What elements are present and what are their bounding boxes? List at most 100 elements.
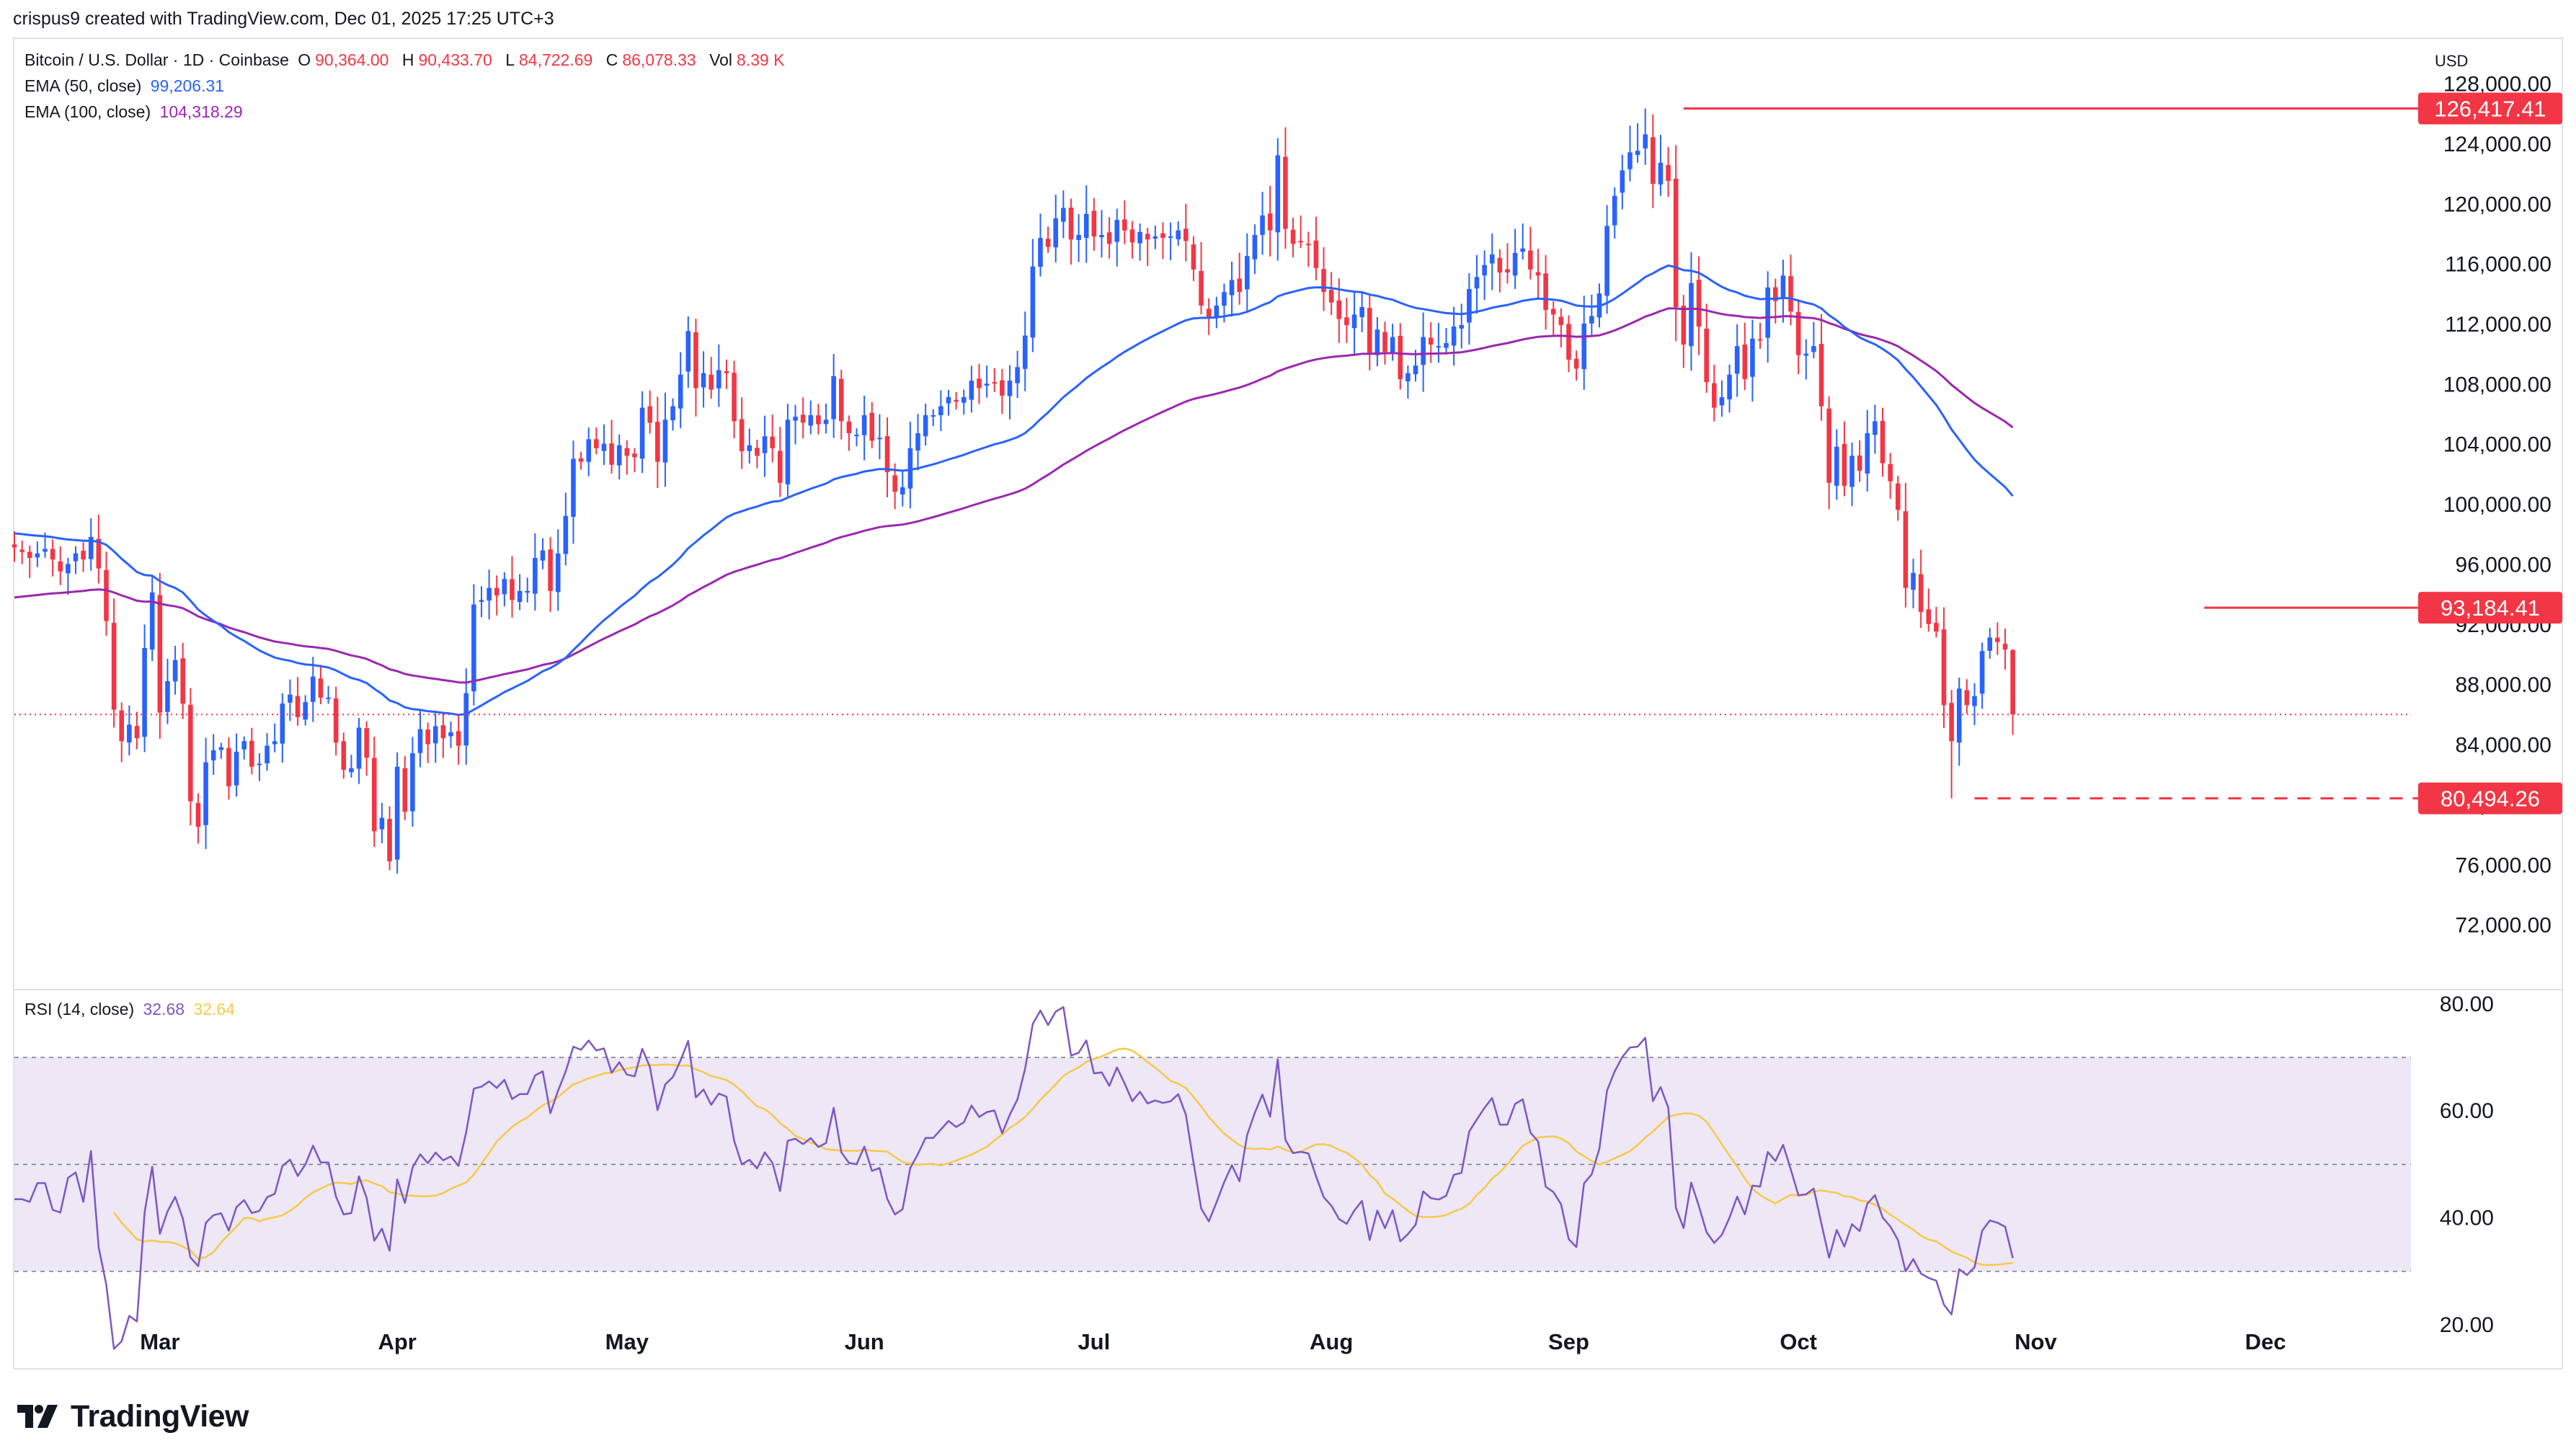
volume-label: Vol: [709, 50, 733, 69]
candle-body: [1956, 688, 1962, 743]
candle-body: [1229, 280, 1235, 296]
ema100-line: [14, 307, 2014, 684]
candle-body: [861, 415, 867, 435]
candle-body: [1489, 254, 1495, 264]
tradingview-logo-icon: [17, 1405, 58, 1428]
candle-body: [1191, 244, 1196, 270]
ema50-line: [14, 264, 2014, 716]
price-tick-label: 76,000.00: [2456, 853, 2551, 877]
candle-body: [2002, 644, 2008, 650]
candle-body: [1987, 637, 1993, 651]
candle-body: [333, 698, 339, 743]
candle-body: [1834, 446, 1839, 486]
candle-body: [1888, 463, 1893, 481]
currency-label[interactable]: USD: [2435, 52, 2469, 70]
candle-body: [1604, 226, 1609, 296]
price-tag-bg-2: [2418, 592, 2562, 624]
candle-body: [1589, 316, 1594, 324]
candle-body: [1298, 241, 1303, 243]
candle-body: [1382, 332, 1387, 352]
candle-body: [265, 745, 270, 763]
candle-body: [73, 553, 79, 561]
candle-body: [311, 676, 316, 702]
month-label: Jun: [845, 1329, 884, 1354]
ohlc-volume: Vol 8.39 K: [709, 50, 789, 69]
candle-body: [1734, 346, 1740, 374]
candle-body: [632, 453, 637, 458]
candle-body: [601, 443, 607, 451]
candle-body: [81, 551, 86, 560]
ema100-legend[interactable]: EMA (100, close) 104,318.29: [25, 102, 247, 122]
candle-body: [288, 694, 293, 703]
candle-body: [1168, 236, 1173, 239]
candle-body: [303, 702, 308, 720]
candle-body: [1918, 574, 1924, 613]
candle-body: [724, 371, 729, 373]
candle-body: [678, 374, 683, 409]
candle-body: [1979, 651, 1985, 694]
candle-body: [1482, 265, 1487, 276]
candle-body: [487, 587, 492, 601]
candle-body: [364, 728, 369, 758]
month-label: Mar: [140, 1329, 179, 1354]
candle-body: [1581, 323, 1587, 370]
candle-body: [884, 436, 890, 473]
ohlc-open: O 90,364.00: [298, 50, 393, 69]
candle-body: [1573, 358, 1579, 369]
candle-body: [1176, 230, 1181, 240]
candle-body: [1505, 269, 1510, 273]
price-tick-label: 128,000.00: [2443, 73, 2551, 97]
candle-body: [12, 544, 17, 548]
rsi-lines-group: [14, 1006, 2014, 1350]
candle-body: [349, 768, 354, 773]
candle-body: [923, 415, 928, 437]
candle-body: [1214, 305, 1220, 317]
candle-body: [1015, 367, 1020, 383]
candle-body: [846, 421, 852, 434]
candle-body: [463, 693, 469, 746]
candle-body: [417, 729, 423, 753]
candle-body: [149, 592, 155, 650]
candle-body: [732, 373, 737, 422]
candle-body: [1857, 455, 1862, 471]
candle-body: [1091, 210, 1097, 237]
candle-body: [1451, 327, 1457, 346]
candle-body: [961, 397, 967, 403]
candle-body: [402, 768, 408, 812]
candle-body: [295, 696, 301, 717]
candle-body: [1712, 383, 1717, 408]
candle-body: [1941, 629, 1947, 706]
candle-body: [1550, 308, 1556, 315]
candle-body: [432, 726, 438, 744]
ema100-label: EMA (100, close): [25, 102, 151, 121]
candle-body: [1719, 397, 1725, 406]
candle-body: [1467, 288, 1472, 323]
candle-body: [1083, 213, 1089, 239]
candle-body: [43, 549, 48, 552]
ema50-legend[interactable]: EMA (50, close) 99,206.31: [25, 76, 228, 96]
candle-body: [1122, 219, 1127, 231]
candle-body: [1689, 283, 1694, 347]
rsi-legend[interactable]: RSI (14, close) 32.68 32.64: [25, 1000, 239, 1019]
candle-body: [1972, 696, 1977, 706]
candle-body: [662, 420, 668, 463]
candle-body: [1658, 162, 1664, 185]
candle-body: [1826, 408, 1831, 483]
rsi-label: RSI (14, close): [25, 1000, 135, 1018]
candle-body: [1651, 137, 1656, 185]
candle-body: [823, 420, 829, 425]
month-label: Jul: [1078, 1329, 1110, 1354]
candle-body: [517, 590, 523, 603]
tradingview-brand[interactable]: TradingView: [16, 1395, 249, 1438]
candle-body: [969, 381, 974, 400]
candle-body: [1742, 344, 1748, 380]
candle-body: [1160, 233, 1165, 239]
candle-body: [1520, 248, 1526, 252]
candle-body: [525, 590, 530, 593]
candle-body: [709, 374, 714, 390]
level-lines-group: [14, 107, 2418, 800]
candle-body: [510, 579, 515, 600]
candle-body: [800, 414, 806, 423]
high-label: H: [401, 50, 414, 69]
